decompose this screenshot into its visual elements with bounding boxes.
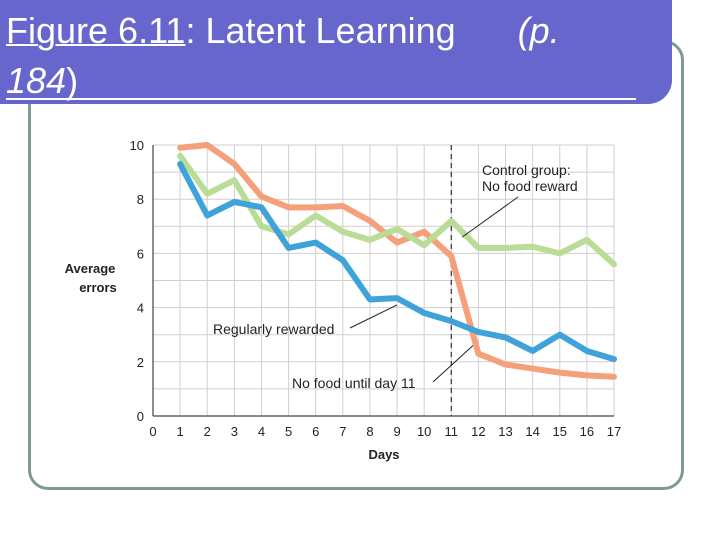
y-axis-label-line-2: errors: [79, 280, 117, 295]
x-axis-label: Days: [368, 447, 399, 462]
annotation-text-line: No food until day 11: [292, 375, 416, 391]
y-axis-label-line-1: Average: [65, 261, 116, 276]
x-tick-label: 15: [553, 424, 567, 439]
x-tick-label: 7: [339, 424, 346, 439]
annotation-leader-3: [432, 345, 474, 383]
annotation-leader-2: [349, 304, 398, 329]
x-tick-label: 17: [607, 424, 621, 439]
x-tick-label: 14: [525, 424, 539, 439]
annotation-text-line: Control group:: [482, 162, 571, 178]
annotation-label-1: Control group: No food reward: [482, 162, 578, 194]
x-tick-label: 12: [471, 424, 485, 439]
annotation-text-line: No food reward: [482, 178, 578, 194]
x-tick-label: 16: [580, 424, 594, 439]
title-underline: [6, 98, 636, 100]
y-tick-label: 0: [137, 409, 144, 424]
series-group: [177, 142, 617, 380]
page-ref-open: (p.: [517, 10, 560, 51]
page-ref-close: ): [66, 60, 79, 101]
x-tick-label: 9: [393, 424, 400, 439]
x-tick-label: 0: [149, 424, 156, 439]
x-tick-label: 1: [177, 424, 184, 439]
page-number: 184: [6, 60, 67, 101]
x-tick-label: 11: [445, 424, 459, 439]
annotation-leader-1: [461, 196, 519, 238]
series-line-1: [177, 142, 617, 380]
title-bar: Figure 6.11: Latent Learning (p. 184): [0, 0, 672, 104]
x-tick-label: 6: [312, 424, 319, 439]
slide-title-line-1: Figure 6.11: Latent Learning (p.: [6, 10, 560, 52]
figure-number: Figure 6.11: [6, 10, 186, 51]
x-tick-label: 2: [204, 424, 211, 439]
x-tick-label: 13: [498, 424, 512, 439]
y-tick-label: 8: [137, 192, 144, 207]
x-tick-label: 10: [417, 424, 431, 439]
series-line-3: [177, 160, 617, 363]
x-tick-label: 3: [231, 424, 238, 439]
y-tick-label: 10: [130, 138, 144, 153]
y-tick-label: 6: [137, 246, 144, 261]
slide-title-line-2: 184): [6, 60, 78, 102]
y-tick-label: 2: [137, 355, 144, 370]
series-line-2: [177, 152, 617, 268]
figure-title: : Latent Learning: [185, 10, 456, 51]
x-tick-label: 4: [258, 424, 265, 439]
x-tick-label: 5: [285, 424, 292, 439]
annotation-label-2: Regularly rewarded: [213, 321, 334, 337]
annotation-label-3: No food until day 11: [292, 375, 416, 391]
y-tick-label: 4: [137, 301, 144, 316]
x-tick-label: 8: [366, 424, 373, 439]
annotations: Control group: No food reward Regularly re…: [213, 162, 578, 391]
annotation-text-line: Regularly rewarded: [213, 321, 334, 337]
